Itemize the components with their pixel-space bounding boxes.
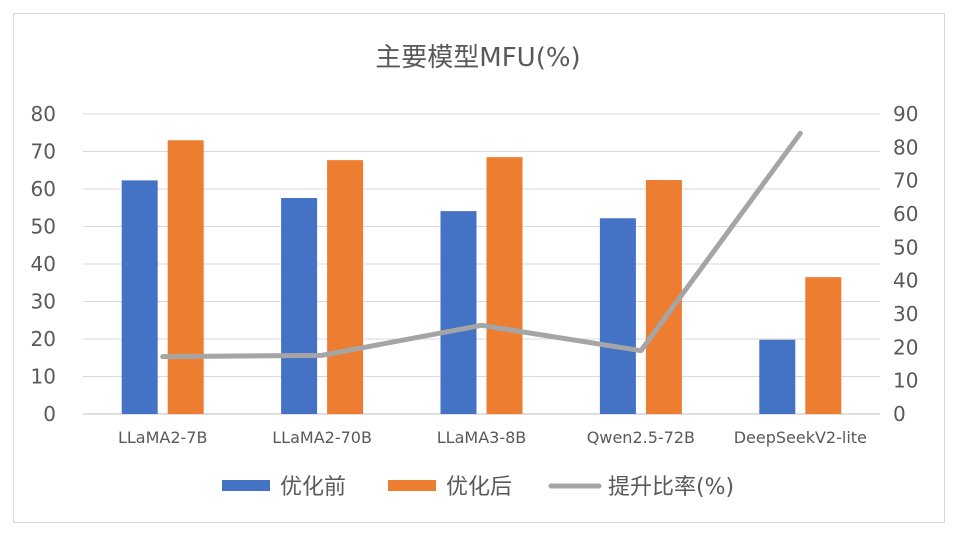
bars	[121, 140, 842, 414]
right-tick-label: 10	[893, 369, 918, 393]
right-tick-label: 20	[893, 335, 918, 359]
left-tick-label: 60	[31, 177, 56, 201]
right-tick-label: 30	[893, 302, 918, 326]
bar-before	[440, 211, 477, 414]
category-label: LLaMA2-70B	[272, 428, 372, 447]
category-label: LLaMA2-7B	[118, 428, 208, 447]
legend-swatch	[388, 480, 436, 491]
category-label: LLaMA3-8B	[437, 428, 527, 447]
category-label: Qwen2.5-72B	[587, 428, 695, 447]
right-tick-label: 50	[893, 235, 918, 259]
left-tick-label: 50	[31, 215, 56, 239]
ratio-line-path	[160, 130, 803, 360]
right-tick-label: 0	[893, 402, 906, 426]
bar-after	[486, 157, 523, 414]
left-tick-label: 40	[31, 252, 56, 276]
chart-title: 主要模型MFU(%)	[375, 43, 580, 73]
left-tick-label: 70	[31, 140, 56, 164]
category-label: DeepSeekV2-lite	[734, 428, 867, 447]
left-axis: 0 10 20 30 40 50 60 70 80	[31, 102, 56, 426]
legend-label: 优化后	[446, 475, 512, 500]
right-tick-label: 90	[893, 102, 918, 126]
bar-before	[759, 339, 796, 414]
bar-after	[645, 180, 682, 414]
legend: 优化前 优化后 提升比率(%)	[222, 475, 734, 500]
left-tick-label: 0	[43, 402, 56, 426]
bar-after	[167, 140, 204, 414]
legend-label: 提升比率(%)	[608, 475, 734, 500]
ratio-line	[160, 130, 803, 360]
left-tick-label: 10	[31, 365, 56, 389]
right-tick-label: 70	[893, 169, 918, 193]
left-tick-label: 80	[31, 102, 56, 126]
gridlines	[83, 113, 880, 415]
legend-swatch	[222, 480, 270, 491]
left-tick-label: 30	[31, 290, 56, 314]
right-tick-label: 80	[893, 135, 918, 159]
category-labels: LLaMA2-7B LLaMA2-70B LLaMA3-8B Qwen2.5-72B D…	[118, 428, 867, 447]
bar-before	[599, 218, 636, 414]
bar-after	[805, 277, 842, 414]
right-tick-label: 40	[893, 269, 918, 293]
right-axis: 0 10 20 30 40 50 60 70 80 90	[893, 102, 918, 426]
bar-before	[281, 198, 318, 414]
legend-label: 优化前	[280, 475, 346, 500]
right-tick-label: 60	[893, 202, 918, 226]
bar-after	[327, 160, 364, 414]
left-tick-label: 20	[31, 327, 56, 351]
bar-before	[121, 180, 158, 414]
